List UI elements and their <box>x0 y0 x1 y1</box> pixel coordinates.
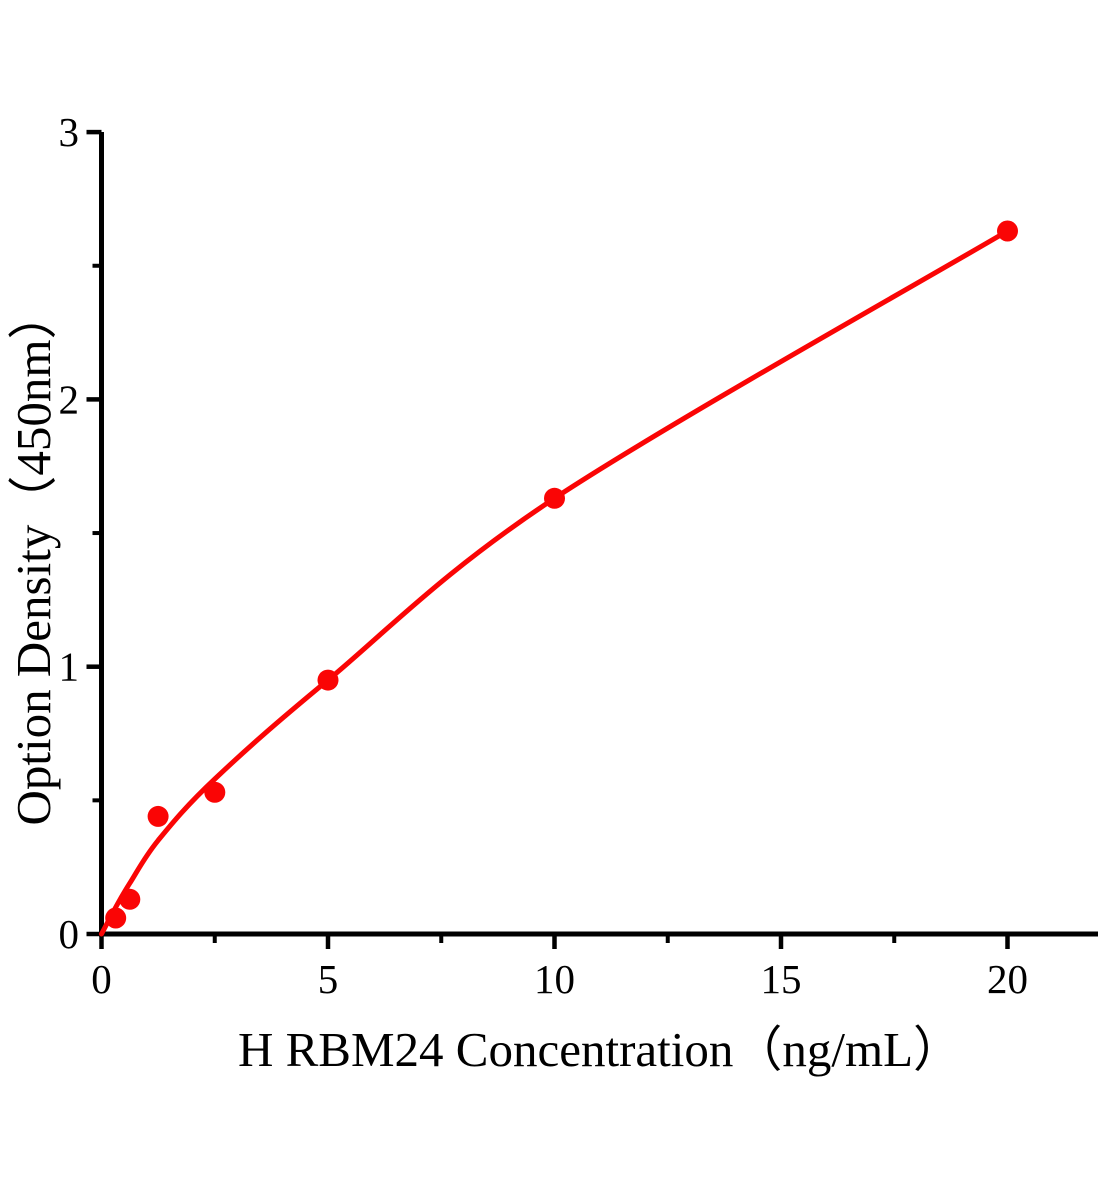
data-point <box>544 487 565 509</box>
data-point <box>317 669 339 691</box>
x-tick-label: 15 <box>761 956 802 1002</box>
data-point <box>147 805 169 827</box>
x-tick-label: 20 <box>987 956 1028 1002</box>
data-point <box>119 888 141 910</box>
x-tick-label: 5 <box>318 956 339 1002</box>
data-point <box>204 781 226 803</box>
x-tick-label: 10 <box>534 956 575 1002</box>
y-tick-label: 1 <box>59 644 80 690</box>
y-tick-label: 2 <box>59 376 80 422</box>
x-axis-title: H RBM24 Concentration（ng/mL） <box>237 1022 963 1077</box>
x-tick-label: 0 <box>91 956 112 1002</box>
y-tick-label: 0 <box>59 911 80 957</box>
data-point <box>105 907 127 929</box>
fit-curve <box>99 228 1010 937</box>
data-point <box>997 220 1018 242</box>
y-axis-title: Option Density（450nm） <box>6 290 61 826</box>
y-tick-label: 3 <box>59 109 80 155</box>
